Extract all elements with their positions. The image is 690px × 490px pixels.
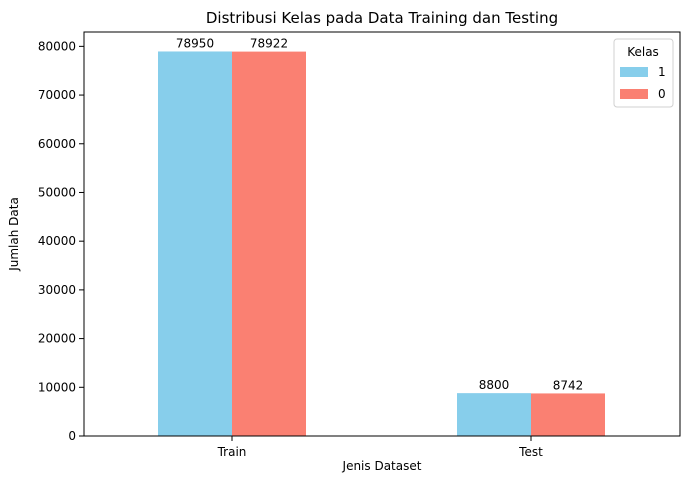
- legend-title: Kelas: [627, 45, 659, 59]
- data-label-train-kelas-0: 78922: [250, 37, 288, 51]
- bar-test-kelas-0: [531, 393, 605, 436]
- y-tick-label: 20000: [38, 332, 76, 346]
- y-axis: 0 10000 20000 30000 40000 50000 60000 70000 8000…: [38, 39, 84, 443]
- x-axis-label: Jenis Dataset: [342, 459, 422, 473]
- y-tick-label: 40000: [38, 234, 76, 248]
- legend-swatch-kelas-0: [620, 89, 648, 99]
- plot-frame: [83, 31, 681, 437]
- y-tick-label: 10000: [38, 380, 76, 394]
- legend-label-kelas-1: 1: [658, 65, 666, 79]
- bar-labels-group: 78950 8800 78922 8742: [176, 36, 583, 392]
- legend-swatch-kelas-1: [620, 67, 648, 77]
- x-tick-label-train: Train: [217, 445, 247, 459]
- y-axis-label: Jumlah Data: [7, 197, 21, 272]
- legend-items: 10: [620, 65, 666, 101]
- bar-test-kelas-1: [457, 393, 531, 436]
- bar-train-kelas-1: [158, 51, 232, 436]
- data-label-train-kelas-1: 78950: [176, 36, 214, 50]
- x-axis: Train Test: [217, 436, 543, 459]
- bars-group: [158, 51, 605, 436]
- chart-title: Distribusi Kelas pada Data Training dan …: [206, 9, 558, 27]
- y-tick-label: 80000: [38, 39, 76, 53]
- legend: Kelas 10: [613, 38, 674, 108]
- y-tick-label: 30000: [38, 283, 76, 297]
- y-tick-label: 50000: [38, 185, 76, 199]
- data-label-test-kelas-1: 8800: [479, 378, 510, 392]
- bar-train-kelas-0: [232, 51, 306, 436]
- y-tick-label: 0: [68, 429, 76, 443]
- x-tick-label-test: Test: [518, 445, 543, 459]
- data-label-test-kelas-0: 8742: [553, 378, 584, 392]
- y-tick-label: 60000: [38, 137, 76, 151]
- legend-label-kelas-0: 0: [658, 87, 666, 101]
- y-tick-label: 70000: [38, 88, 76, 102]
